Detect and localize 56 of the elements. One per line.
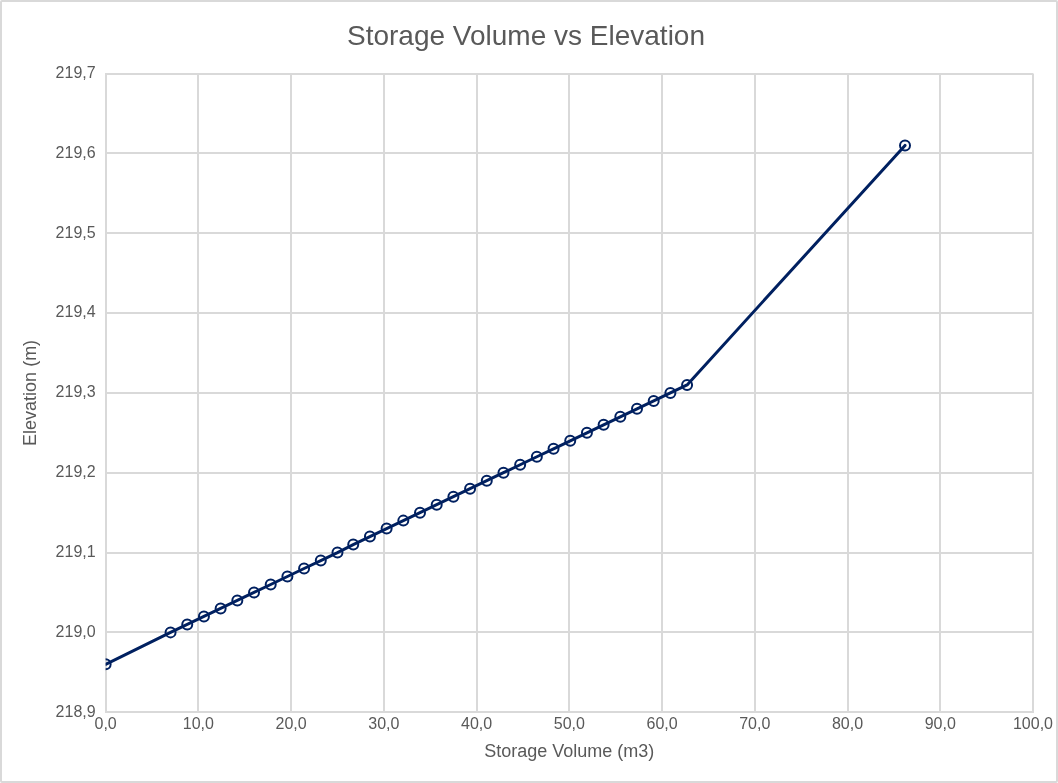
- x-tick-label: 60,0: [646, 715, 678, 733]
- x-tick-label: 10,0: [182, 715, 215, 733]
- point: [281, 570, 294, 583]
- x-tick-label: 90,0: [924, 715, 956, 733]
- chart-title: Storage Volume vs Elevation: [347, 19, 705, 51]
- point: [899, 139, 912, 152]
- x-tick-label: 40,0: [461, 715, 493, 733]
- point: [264, 578, 277, 591]
- point: [580, 426, 593, 439]
- point: [214, 602, 227, 615]
- point: [380, 522, 393, 535]
- x-tick-label: 30,0: [368, 715, 400, 733]
- y-tick-label: 219,4: [55, 303, 96, 321]
- y-tick-label: 219,6: [55, 143, 96, 161]
- point: [597, 418, 610, 431]
- point: [430, 498, 443, 511]
- point: [564, 434, 577, 447]
- point: [664, 386, 677, 399]
- point: [530, 450, 543, 463]
- point: [614, 410, 627, 423]
- point: [397, 514, 410, 527]
- y-tick-label: 219,2: [55, 463, 96, 481]
- y-tick-label: 219,3: [55, 383, 96, 401]
- point: [298, 562, 311, 575]
- point: [314, 554, 327, 567]
- point: [447, 490, 460, 503]
- point: [547, 442, 560, 455]
- point: [331, 546, 344, 559]
- point: [497, 466, 510, 479]
- y-tick-label: 219,0: [55, 622, 96, 640]
- y-tick-label: 219,7: [55, 64, 96, 82]
- point: [347, 538, 360, 551]
- point: [647, 394, 660, 407]
- point: [363, 530, 376, 543]
- point: [681, 378, 694, 391]
- point: [248, 586, 261, 599]
- point: [631, 402, 644, 415]
- x-tick-label: 100,0: [1012, 715, 1054, 733]
- y-tick-label: 219,1: [55, 542, 96, 560]
- point: [197, 610, 210, 623]
- y-tick-label: 219,5: [55, 223, 96, 241]
- y-tick-label: 218,9: [55, 702, 96, 720]
- point: [231, 594, 244, 607]
- point: [414, 506, 427, 519]
- point: [181, 618, 194, 631]
- x-axis-title: Storage Volume (m3): [484, 741, 655, 762]
- point: [164, 626, 177, 639]
- x-tick-label: 70,0: [739, 715, 771, 733]
- x-tick-label: 20,0: [275, 715, 307, 733]
- point: [514, 458, 527, 471]
- x-tick-label: 50,0: [553, 715, 585, 733]
- x-tick-label: 80,0: [831, 715, 864, 733]
- y-axis-title: Elevation (m): [19, 339, 40, 446]
- point: [464, 482, 477, 495]
- point: [480, 474, 493, 487]
- x-tick-label: 0,0: [94, 715, 117, 733]
